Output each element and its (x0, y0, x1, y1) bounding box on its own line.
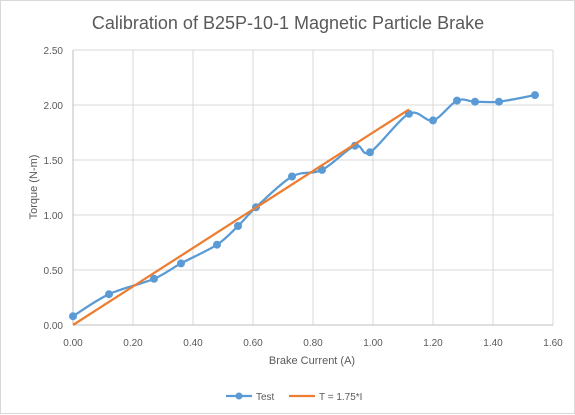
legend-label-test: Test (256, 392, 275, 403)
data-point-test (69, 312, 77, 321)
data-point-test (453, 96, 461, 105)
tick-labels: 0.00 0.20 0.40 0.60 0.80 1.00 1.20 1.40 1.60 0.00… (44, 46, 564, 349)
data-point-test (105, 290, 113, 299)
x-tick-label: 0.40 (183, 338, 203, 349)
y-tick-label: 0.00 (44, 321, 64, 332)
data-point-test (150, 274, 158, 283)
x-tick-label: 0.20 (123, 338, 143, 349)
legend-marker-test (235, 392, 243, 400)
x-tick-label: 1.20 (423, 338, 443, 349)
x-tick-label: 1.60 (543, 338, 563, 349)
series (69, 91, 539, 326)
chart-title: Calibration of B25P-10-1 Magnetic Partic… (92, 13, 484, 33)
x-tick-label: 1.40 (483, 338, 503, 349)
series-line-test (72, 93, 536, 318)
x-tick-label: 0.00 (63, 338, 83, 349)
data-point-test (366, 148, 374, 157)
y-tick-label: 2.00 (44, 101, 64, 112)
x-axis-label: Brake Current (A) (269, 355, 355, 367)
x-tick-label: 1.00 (363, 338, 383, 349)
data-point-test (213, 240, 221, 249)
legend: Test T = 1.75*I (226, 392, 362, 403)
data-point-test (429, 116, 437, 125)
data-point-test (531, 91, 539, 100)
data-point-test (495, 97, 503, 106)
data-point-test (288, 172, 296, 181)
data-point-test (471, 97, 479, 106)
y-tick-label: 2.50 (44, 46, 64, 57)
legend-label-fit: T = 1.75*I (319, 392, 362, 403)
y-tick-label: 1.00 (44, 211, 64, 222)
grid (73, 49, 554, 325)
y-axis-label: Torque (N-m) (28, 155, 40, 220)
series-line-fit (72, 108, 410, 326)
legend-entry-test: Test (226, 392, 275, 403)
y-tick-label: 0.50 (44, 266, 64, 277)
legend-entry-fit: T = 1.75*I (289, 392, 362, 403)
x-tick-label: 0.80 (303, 338, 323, 349)
data-point-test (234, 222, 242, 230)
axes (72, 50, 553, 326)
x-tick-label: 0.60 (243, 338, 263, 349)
data-point-test (177, 259, 185, 268)
y-tick-label: 1.50 (44, 156, 64, 167)
